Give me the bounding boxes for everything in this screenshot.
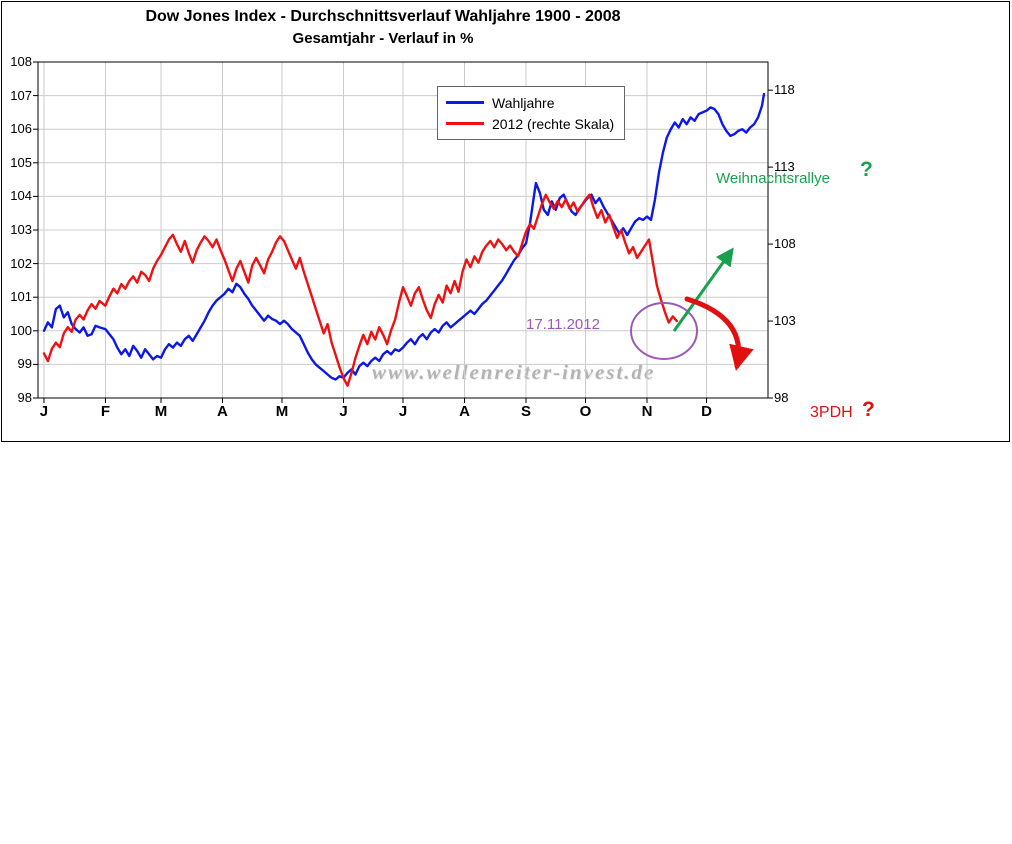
y-right-tick-label: 108	[774, 236, 796, 252]
month-label: J	[39, 403, 49, 420]
month-label: M	[275, 403, 289, 420]
y-left-tick-label: 108	[10, 54, 32, 69]
month-label: D	[701, 403, 712, 420]
y-left-tick-label: 98	[17, 390, 32, 405]
y-left-tick-label: 99	[17, 356, 32, 372]
legend-row-wahljahre: Wahljahre	[446, 92, 616, 113]
y-left-tick-label: 102	[10, 255, 32, 271]
legend-label-wahljahre: Wahljahre	[492, 94, 555, 111]
christmas-rally-arrow	[672, 247, 734, 332]
legend-label-2012: 2012 (rechte Skala)	[492, 115, 615, 132]
pdh-arrow	[684, 296, 754, 371]
y-left-tick-label: 107	[10, 87, 32, 103]
annotation-layer	[630, 247, 754, 371]
month-label: S	[520, 403, 531, 420]
y-right-tick-label: 113	[774, 159, 795, 175]
series-2012-line-swatch	[446, 122, 484, 125]
month-label: O	[579, 403, 592, 420]
chart-frame	[1, 1, 1010, 442]
series-line-wahljahre	[42, 92, 766, 381]
y-left-tick-label: 104	[10, 188, 32, 204]
y-left-tick-label: 100	[10, 322, 32, 338]
rally-annotation: Weihnachtsrallye	[716, 170, 830, 187]
date-annotation: 17.11.2012	[526, 316, 600, 333]
series-line-2012-rechte-skala-	[42, 193, 678, 387]
month-label: M	[154, 403, 168, 420]
y-right-tick-label: 118	[774, 82, 795, 98]
chart-subtitle: Gesamtjahr - Verlauf in %	[292, 30, 474, 47]
month-label: A	[217, 403, 228, 420]
pdh-annotation: 3PDH	[810, 404, 853, 421]
y-left-tick-label: 101	[10, 289, 32, 305]
month-label: N	[641, 403, 653, 420]
y-left-tick-label: 103	[10, 222, 32, 237]
series-layer	[42, 92, 766, 387]
grid-layer	[38, 62, 768, 398]
month-label: F	[100, 403, 111, 420]
y-left-tick-label: 105	[10, 154, 32, 170]
legend: Wahljahre 2012 (rechte Skala)	[437, 86, 625, 140]
month-label: A	[459, 403, 470, 420]
chart-title: Dow Jones Index - Durchschnittsverlauf W…	[145, 8, 621, 25]
wahljahre-line-swatch	[446, 101, 484, 104]
tick-layer	[33, 61, 773, 403]
y-left-tick-label: 106	[10, 121, 32, 137]
rally-question: ?	[860, 158, 873, 181]
month-label: J	[339, 403, 348, 420]
y-right-tick-label: 98	[774, 390, 789, 405]
y-right-tick-label: 103	[774, 313, 796, 329]
legend-row-2012: 2012 (rechte Skala)	[446, 113, 616, 134]
highlight-circle	[630, 302, 698, 360]
chart-canvas	[1, 1, 1010, 442]
pdh-question: ?	[862, 398, 875, 421]
month-label: J	[398, 403, 408, 420]
